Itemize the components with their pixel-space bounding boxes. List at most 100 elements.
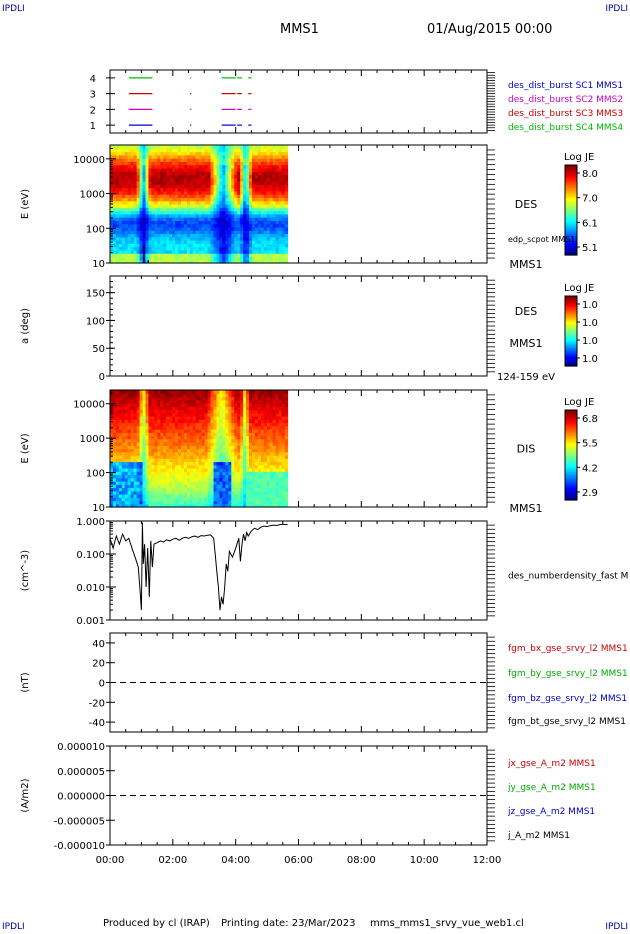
heatmap-cell [130, 223, 135, 228]
heatmap-cell [198, 403, 203, 407]
heatmap-cell [260, 461, 265, 466]
heatmap-cell [213, 503, 218, 508]
heatmap-cell [252, 145, 256, 149]
heatmap-cell [145, 253, 150, 258]
heatmap-cell [201, 204, 206, 208]
heatmap-cell [269, 184, 274, 189]
heatmap-cell [254, 432, 259, 437]
heatmap-cell [201, 148, 206, 153]
heatmap-cell [118, 174, 123, 179]
heatmap-cell [130, 487, 135, 492]
heatmap-cell [216, 177, 221, 182]
heatmap-cell [172, 253, 176, 258]
heatmap-cell [151, 174, 155, 179]
heatmap-cell [110, 474, 114, 479]
heatmap-cell [110, 445, 114, 450]
heatmap-cell [127, 438, 132, 443]
heatmap-cell [160, 399, 164, 404]
heatmap-cell [240, 464, 244, 469]
heatmap-cell [186, 236, 191, 241]
heatmap-cell [192, 223, 197, 228]
colorbar-cell [565, 169, 577, 172]
heatmap-cell [249, 204, 253, 208]
heatmap-cell [225, 455, 229, 459]
heatmap-cell [121, 226, 126, 231]
heatmap-cell [228, 393, 232, 398]
heatmap-cell [281, 171, 286, 176]
heatmap-cell [183, 500, 188, 505]
heatmap-cell [269, 422, 274, 427]
heatmap-cell [240, 477, 244, 482]
heatmap-cell [112, 230, 117, 235]
heatmap-cell [228, 249, 232, 254]
colorbar-cell [565, 223, 577, 226]
heatmap-cell [139, 422, 144, 427]
heatmap-cell [260, 481, 265, 485]
heatmap-cell [189, 390, 194, 394]
heatmap-cell [192, 167, 197, 172]
heatmap-cell [249, 253, 253, 258]
heatmap-cell [124, 171, 129, 176]
heatmap-cell [118, 148, 123, 153]
heatmap-cell [257, 194, 262, 199]
colorbar-tick-label: 6.8 [582, 414, 598, 425]
colorbar-cell [565, 489, 577, 492]
heatmap-cell [133, 416, 138, 420]
heatmap-cell [175, 177, 179, 182]
heatmap-cell [154, 464, 158, 469]
heatmap-cell [148, 181, 153, 185]
heatmap-cell [210, 207, 215, 212]
heatmap-cell [169, 154, 173, 159]
heatmap-cell [115, 390, 120, 394]
heatmap-cell [216, 230, 221, 235]
heatmap-cell [210, 393, 215, 398]
heatmap-cell [260, 217, 265, 221]
heatmap-cell [130, 477, 135, 482]
heatmap-cell [234, 471, 238, 476]
heatmap-cell [281, 503, 286, 508]
heatmap-cell [240, 438, 244, 443]
heatmap-cell [207, 484, 212, 489]
heatmap-cell [234, 497, 238, 502]
heatmap-cell [163, 497, 167, 502]
heatmap-cell [172, 213, 176, 218]
heatmap-cell [186, 471, 191, 476]
heatmap-cell [145, 503, 150, 508]
heatmap-cell [195, 256, 200, 261]
heatmap-cell [133, 187, 138, 192]
heatmap-cell [231, 246, 235, 251]
heatmap-cell [148, 171, 153, 176]
colorbar-cell [565, 356, 577, 359]
heatmap-cell [278, 399, 283, 404]
heatmap-cell [112, 194, 117, 199]
heatmap-cell [121, 210, 126, 215]
heatmap-cell [145, 464, 150, 469]
heatmap-cell [151, 399, 155, 404]
heatmap-cell [195, 184, 200, 189]
heatmap-cell [154, 481, 158, 485]
heatmap-cell [210, 455, 215, 459]
heatmap-cell [148, 390, 153, 394]
heatmap-cell [148, 484, 153, 489]
heatmap-cell [260, 432, 265, 437]
heatmap-cell [246, 455, 250, 459]
heatmap-cell [151, 481, 155, 485]
heatmap-cell [198, 226, 203, 231]
colorbar-cell [565, 346, 577, 348]
heatmap-cell [124, 461, 129, 466]
heatmap-cell [148, 190, 153, 195]
heatmap-cell [181, 429, 185, 433]
heatmap-cell [228, 207, 232, 212]
heatmap-cell [216, 438, 221, 443]
heatmap-cell [183, 412, 188, 417]
heatmap-cell [204, 256, 209, 261]
heatmap-cell [272, 490, 277, 495]
heatmap-cell [124, 422, 129, 427]
heatmap-cell [246, 220, 250, 225]
heatmap-cell [269, 406, 274, 411]
heatmap-cell [278, 253, 283, 258]
heatmap-cell [121, 455, 126, 459]
heatmap-cell [225, 474, 229, 479]
heatmap-cell [175, 187, 179, 192]
heatmap-cell [163, 451, 167, 456]
